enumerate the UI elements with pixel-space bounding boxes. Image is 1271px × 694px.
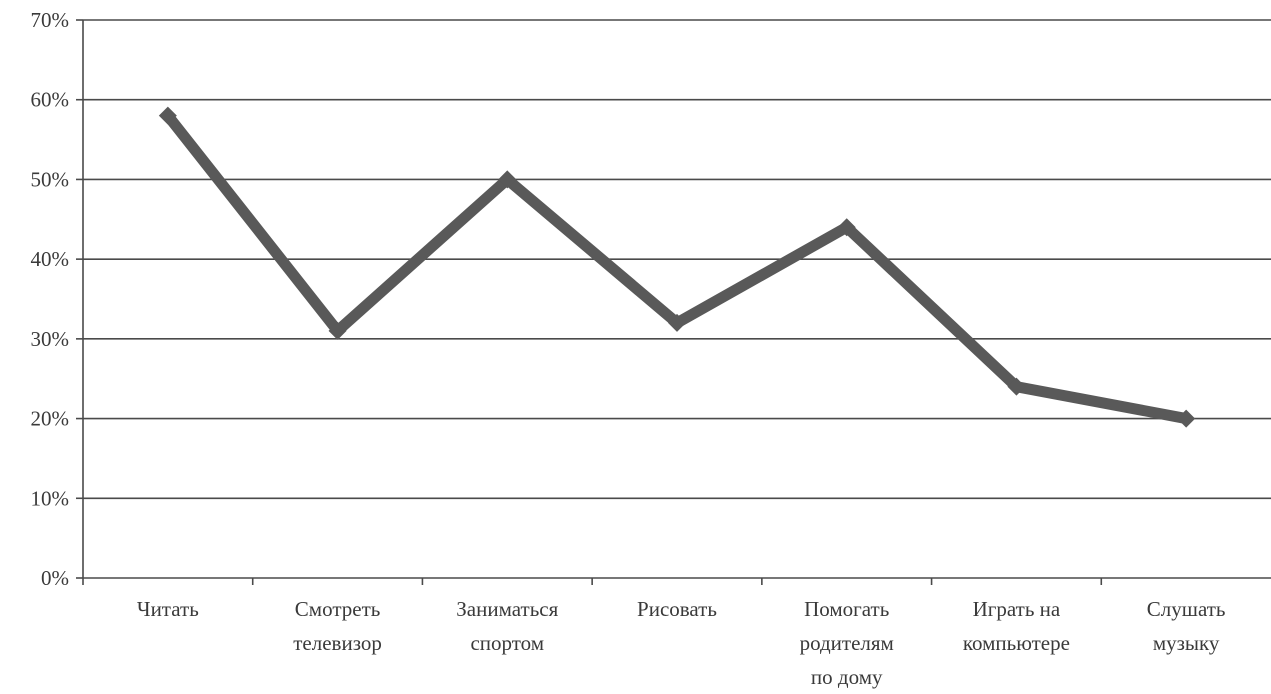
x-tick-label-line: Смотреть	[295, 597, 381, 621]
x-tick-label-line: Заниматься	[456, 597, 558, 621]
axes	[76, 19, 1271, 585]
data-point-marker	[1177, 409, 1196, 428]
x-tick-label: Рисовать	[637, 597, 717, 621]
x-tick-label-line: Слушать	[1147, 597, 1226, 621]
x-tick-label-line: Играть на	[973, 597, 1061, 621]
series	[158, 106, 1196, 428]
y-tick-label: 60%	[31, 88, 70, 112]
x-tick-label: Читать	[137, 597, 199, 621]
data-point-marker	[328, 321, 347, 340]
series-line	[163, 112, 1188, 424]
x-tick-label: Заниматься спортом	[456, 597, 558, 655]
y-tick-label: 70%	[31, 8, 70, 32]
x-tick-labels: Читать Смотреть телевизор Заниматься спортом…	[137, 597, 1226, 689]
data-point-marker	[498, 170, 517, 189]
x-tick-label: Слушать музыку	[1147, 597, 1226, 655]
data-point-marker	[837, 218, 856, 237]
x-tick-label-line: музыку	[1153, 631, 1220, 655]
x-tick-label-line: Рисовать	[637, 597, 717, 621]
x-tick-label-line: Помогать	[804, 597, 889, 621]
x-tick-label: Помогать родителям по дому	[800, 597, 894, 689]
y-tick-label: 40%	[31, 247, 70, 271]
y-tick-label: 20%	[31, 407, 70, 431]
data-point-marker	[668, 313, 686, 332]
gridlines	[83, 19, 1271, 500]
y-tick-label: 0%	[41, 566, 69, 590]
x-tick-label-line: родителям	[800, 631, 894, 655]
x-tick-label: Играть на компьютере	[963, 597, 1070, 655]
x-tick-label-line: спортом	[470, 631, 544, 655]
y-tick-label: 50%	[31, 167, 70, 191]
data-point-marker	[1007, 377, 1026, 396]
y-tick-label: 30%	[31, 327, 70, 351]
y-tick-labels: 0% 10% 20% 30% 40% 50% 60% 70%	[31, 8, 70, 590]
x-tick-label-line: Читать	[137, 597, 199, 621]
y-tick-label: 10%	[31, 486, 70, 510]
x-tick-label-line: по дому	[811, 665, 883, 689]
x-tick-label-line: телевизор	[293, 631, 382, 655]
x-tick-label-line: компьютере	[963, 631, 1070, 655]
data-point-marker	[158, 106, 177, 125]
x-tick-label: Смотреть телевизор	[293, 597, 382, 655]
